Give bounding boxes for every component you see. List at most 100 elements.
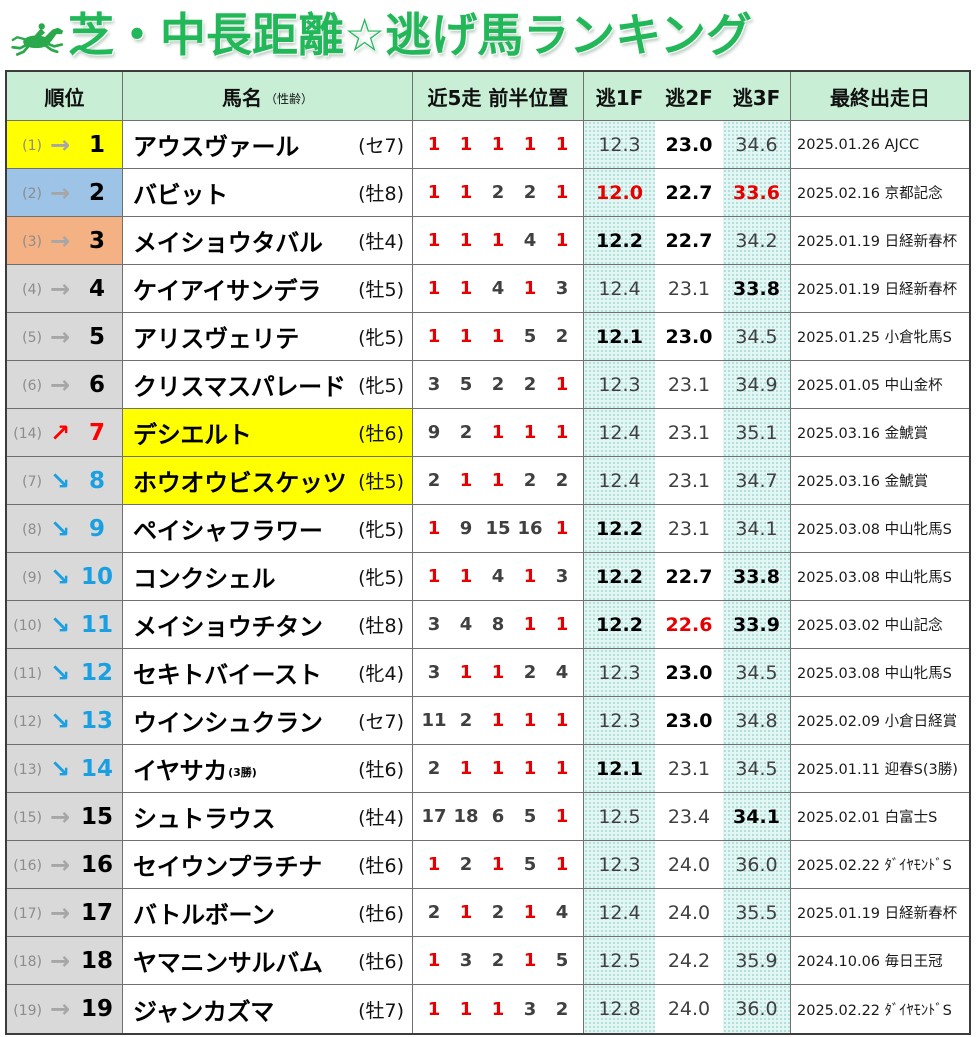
position-value: 1	[459, 998, 473, 1020]
table-row: (5) → 5 アリスヴェリテ (牝5) 1 1 1 5 2 12.1 23.0 34.5 2025.01…	[7, 313, 969, 361]
split-3f-cell: 34.5	[723, 313, 791, 360]
split-1f-cell: 12.1	[584, 313, 655, 360]
position-value: 16	[517, 518, 543, 539]
horse-hind-leg	[11, 43, 29, 50]
split-1f-time: 12.4	[598, 421, 641, 444]
position-value: 1	[427, 326, 441, 347]
position-value: 1	[491, 758, 505, 779]
split-1f-time: 12.2	[596, 613, 643, 636]
header-rank: 順位	[7, 72, 123, 120]
position-value: 1	[427, 134, 441, 155]
position-value: 1	[555, 374, 569, 395]
header-last-race-label: 最終出走日	[830, 85, 930, 110]
split-1f-cell: 12.0	[584, 169, 655, 216]
split-1f-time: 12.1	[596, 325, 643, 348]
last-race-cell: 2025.03.08 中山牝馬S	[797, 522, 952, 538]
arrow-right-icon: →	[49, 946, 71, 975]
split-3f-time: 36.0	[735, 853, 778, 876]
sex-age: (牡6)	[358, 951, 404, 973]
sex-age: (セ7)	[358, 711, 404, 733]
split-2f-time: 24.0	[667, 853, 711, 876]
title-bar: 芝・中長距離☆逃げ馬ランキング	[10, 4, 752, 66]
rank-cell: (1) → 1	[7, 121, 123, 168]
split-3f-time: 35.9	[735, 949, 778, 972]
split-1f-time: 12.5	[598, 805, 641, 828]
split-3f-cell: 36.0	[723, 841, 791, 888]
previous-rank: (5)	[22, 330, 42, 346]
previous-rank: (1)	[22, 138, 42, 154]
table-row: (19) → 19 ジャンカズマ (牡7) 1 1 1 3 2 12.8 24.0 36.0 2025.0…	[7, 985, 969, 1033]
split-1f-cell: 12.4	[584, 889, 655, 936]
position-value: 2	[427, 902, 441, 923]
header-split-2f-label: 逃2F	[665, 85, 713, 110]
horse-name-cell: バビット (牡8)	[123, 169, 413, 216]
rank-cell: (18) → 18	[7, 937, 123, 984]
split-2f-cell: 23.1	[655, 505, 723, 552]
position-value: 5	[523, 326, 537, 347]
split-1f-time: 12.2	[596, 517, 643, 540]
split-2f-time: 22.7	[665, 565, 713, 588]
header-split-2f: 逃2F	[655, 72, 723, 120]
table-row: (13) ↘ 14 イヤサカ (3勝) (牡6) 2 1 1 1 1 12.1 23.1 34.5 2025…	[7, 745, 969, 793]
position-value: 2	[555, 470, 569, 491]
split-3f-cell: 35.5	[723, 889, 791, 936]
position-value: 9	[427, 422, 441, 443]
position-value: 4	[555, 662, 569, 683]
split-3f-cell: 33.8	[723, 553, 791, 600]
current-rank: 11	[80, 611, 113, 638]
last-race-cell: 2025.01.19 日経新春杯	[797, 906, 958, 922]
sex-age: (牡5)	[358, 279, 404, 301]
sex-age: (牡8)	[358, 183, 404, 205]
position-value: 8	[491, 614, 505, 635]
position-value: 5	[523, 854, 537, 875]
split-1f-cell: 12.5	[584, 937, 655, 984]
header-split-3f: 逃3F	[723, 72, 791, 120]
horse-name: バトルボーン	[133, 901, 275, 929]
table-row: (1) → 1 アウスヴァール (セ7) 1 1 1 1 1 12.3 23.0 34.6 2025.01…	[7, 121, 969, 169]
split-3f-time: 33.8	[733, 277, 780, 300]
horse-name: ホウオウビスケッツ	[133, 469, 347, 497]
previous-rank: (14)	[13, 426, 42, 442]
current-rank: 4	[88, 275, 105, 302]
sex-age: (セ7)	[358, 135, 404, 157]
split-2f-time: 23.1	[667, 469, 711, 492]
split-3f-time: 33.8	[733, 565, 780, 588]
split-2f-cell: 23.1	[655, 361, 723, 408]
position-value: 2	[523, 374, 537, 395]
split-3f-time: 34.5	[735, 325, 778, 348]
horse-name: セキトバイースト	[133, 661, 322, 689]
horse-name: アウスヴァール	[133, 133, 299, 161]
last-race-cell: 2025.01.05 中山金杯	[797, 378, 943, 394]
position-value: 15	[485, 518, 511, 539]
split-2f-cell: 24.0	[655, 889, 723, 936]
last-race-cell: 2025.02.22 ﾀﾞｲﾔﾓﾝﾄﾞS	[797, 1002, 952, 1019]
position-value: 1	[459, 278, 473, 299]
sex-age: (牡8)	[358, 615, 404, 637]
split-2f-time: 23.0	[665, 709, 713, 732]
horse-tail	[11, 36, 26, 42]
position-value: 1	[523, 278, 537, 299]
split-2f-time: 23.0	[665, 325, 713, 348]
position-value: 1	[555, 710, 569, 731]
previous-rank: (2)	[22, 186, 42, 202]
previous-rank: (9)	[22, 570, 42, 586]
rank-cell: (11) ↘ 12	[7, 649, 123, 696]
horse-hind-leg	[15, 44, 31, 56]
horse-name-cell: イヤサカ (3勝) (牡6)	[123, 745, 413, 792]
table-row: (2) → 2 バビット (牡8) 1 1 2 2 1 12.0 22.7 33.6 2025.02.16…	[7, 169, 969, 217]
position-value: 1	[491, 422, 505, 443]
table-row: (14) ↗ 7 デシエルト (牡6) 9 2 1 1 1 12.4 23.1 35.1 2025.03.…	[7, 409, 969, 457]
rank-cell: (7) ↘ 8	[7, 457, 123, 504]
sex-age: (牝5)	[358, 567, 404, 589]
split-1f-time: 12.5	[598, 949, 641, 972]
position-value: 3	[459, 950, 473, 971]
split-2f-cell: 23.4	[655, 793, 723, 840]
position-value: 1	[555, 758, 569, 779]
position-value: 1	[459, 134, 473, 155]
split-3f-time: 35.5	[735, 901, 778, 924]
table-row: (10) ↘ 11 メイショウチタン (牡8) 3 4 8 1 1 12.2 22.6 33.9 2025…	[7, 601, 969, 649]
header-recent5-label: 近5走 前半位置	[427, 85, 569, 110]
table-row: (11) ↘ 12 セキトバイースト (牝4) 3 1 1 2 4 12.3 23.0 34.5 2025…	[7, 649, 969, 697]
split-1f-cell: 12.3	[584, 841, 655, 888]
